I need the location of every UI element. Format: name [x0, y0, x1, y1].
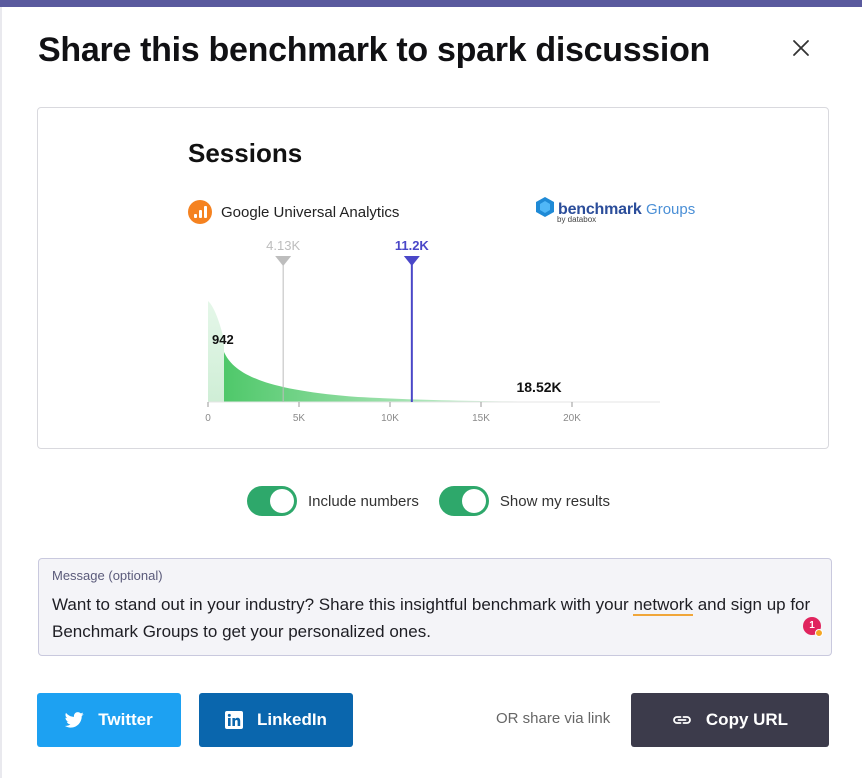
brand-word: benchmark	[558, 201, 642, 218]
message-field[interactable]: Message (optional) Want to stand out in …	[38, 558, 832, 656]
x-tick-label: 15K	[472, 413, 490, 424]
message-label: Message (optional)	[52, 568, 163, 583]
grammar-badge-dot	[815, 629, 823, 637]
brand-groups: Groups	[646, 201, 696, 218]
spellcheck-flagged-word[interactable]: network	[633, 595, 693, 616]
distribution-chart: 0 5K 10K 15K 20K 4.13K 11.2K 942 18.52K	[205, 238, 660, 424]
or-share-via-link: OR share via link	[496, 710, 611, 727]
x-tick-label: 10K	[381, 413, 399, 424]
copy-url-label: Copy URL	[705, 710, 789, 729]
share-linkedin-button[interactable]: LinkedIn	[199, 693, 353, 747]
data-label-min: 942	[212, 332, 234, 347]
x-tick-label: 0	[205, 413, 211, 424]
x-tick-label: 20K	[563, 413, 581, 424]
copy-url-button[interactable]: Copy URL	[631, 693, 829, 747]
share-twitter-button[interactable]: Twitter	[37, 693, 181, 747]
modal-title: Share this benchmark to spark discussion	[38, 31, 711, 69]
distribution-head-area	[208, 301, 224, 402]
benchmark-groups-logo: benchmark Groups by databox	[535, 196, 696, 224]
benchmark-preview-card: Sessions Google Universal Analytics benc…	[37, 107, 829, 449]
linkedin-label: LinkedIn	[257, 710, 327, 729]
twitter-label: Twitter	[98, 710, 153, 729]
marker-triangle	[275, 256, 292, 266]
grammar-badge-count: 1	[809, 620, 815, 631]
metric-title: Sessions	[188, 138, 303, 168]
share-options: Include numbers Show my results	[247, 486, 610, 516]
data-label-max: 18.52K	[516, 379, 561, 395]
x-tick-label: 5K	[293, 413, 306, 424]
link-icon	[673, 716, 691, 724]
show-my-results-label: Show my results	[499, 492, 610, 510]
data-source: Google Universal Analytics	[188, 200, 399, 224]
toggle-knob	[461, 489, 486, 513]
include-numbers-label: Include numbers	[308, 492, 419, 510]
data-source-label: Google Universal Analytics	[221, 203, 400, 221]
grammar-badge[interactable]: 1	[803, 617, 823, 637]
message-text-part: Want to stand out in your industry? Shar…	[52, 595, 634, 614]
brand-byline: by databox	[557, 215, 597, 224]
twitter-icon	[65, 712, 84, 728]
include-numbers-toggle[interactable]	[247, 486, 297, 516]
linkedin-icon	[225, 711, 244, 729]
toggle-knob	[270, 489, 294, 513]
benchmark-logo-icon	[536, 197, 554, 217]
google-analytics-icon	[188, 200, 212, 224]
marker-label: 11.2K	[395, 238, 430, 253]
show-my-results-toggle[interactable]	[438, 486, 489, 516]
distribution-tail-area	[224, 352, 548, 402]
share-modal: Share this benchmark to spark discussion…	[2, 7, 862, 778]
marker-label: 4.13K	[266, 238, 300, 253]
message-text[interactable]: Want to stand out in your industry? Shar…	[52, 591, 822, 645]
close-icon[interactable]	[786, 33, 816, 63]
message-text-part: and sign up for Benchmark Groups to get …	[52, 595, 811, 641]
marker-triangle	[403, 256, 420, 266]
window-top-bar	[0, 0, 862, 7]
